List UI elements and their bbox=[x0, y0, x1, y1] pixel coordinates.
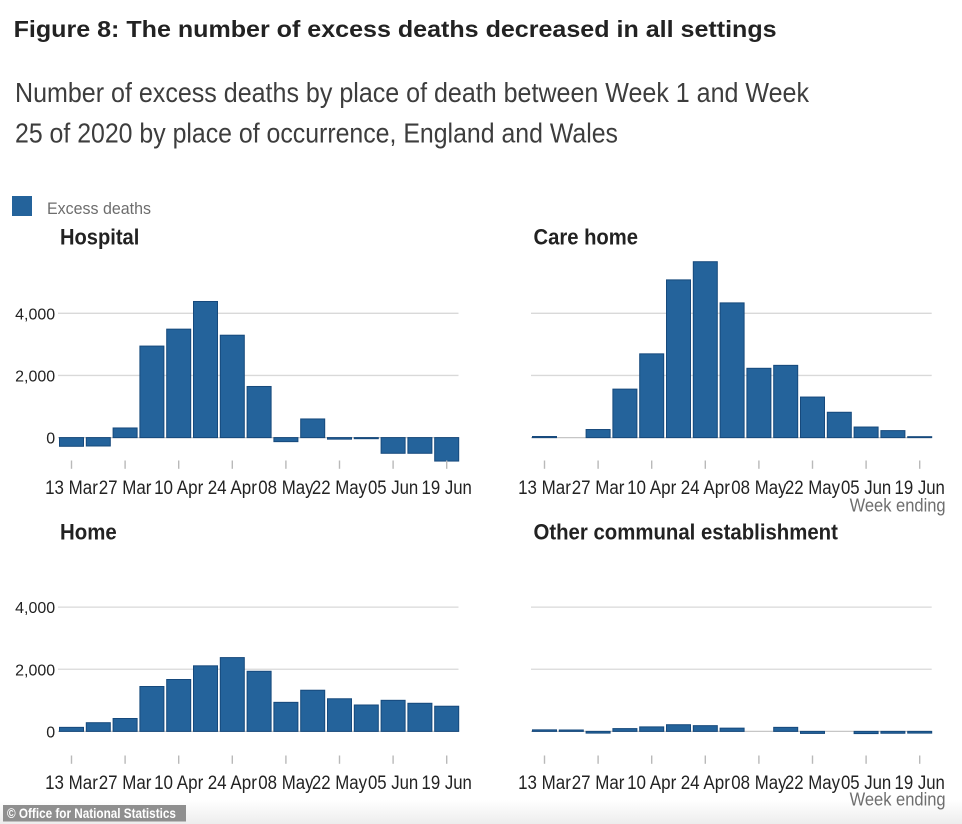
svg-text:13 Mar: 13 Mar bbox=[45, 478, 98, 499]
svg-text:10 Apr: 10 Apr bbox=[154, 773, 204, 794]
svg-text:05 Jun: 05 Jun bbox=[368, 478, 418, 499]
svg-text:0: 0 bbox=[46, 725, 55, 742]
svg-text:10 Apr: 10 Apr bbox=[154, 478, 204, 499]
svg-text:Hospital: Hospital bbox=[60, 225, 139, 250]
svg-text:13 Mar: 13 Mar bbox=[518, 478, 571, 499]
svg-text:Number of excess deaths by pla: Number of excess deaths by place of deat… bbox=[15, 77, 809, 108]
svg-text:05 Jun: 05 Jun bbox=[368, 773, 418, 794]
svg-text:08 May: 08 May bbox=[731, 478, 787, 499]
svg-text:2,000: 2,000 bbox=[15, 369, 55, 386]
svg-text:08 May: 08 May bbox=[258, 773, 314, 794]
svg-text:25 of 2020 by place of occurre: 25 of 2020 by place of occurrence, Engla… bbox=[15, 117, 618, 148]
svg-text:© Office for National Statisti: © Office for National Statistics bbox=[7, 806, 176, 821]
svg-text:27 Mar: 27 Mar bbox=[99, 478, 152, 499]
svg-text:4,000: 4,000 bbox=[15, 306, 55, 323]
svg-text:22 May: 22 May bbox=[785, 478, 841, 499]
svg-text:27 Mar: 27 Mar bbox=[572, 478, 625, 499]
svg-text:05 Jun: 05 Jun bbox=[841, 478, 891, 499]
svg-text:27 Mar: 27 Mar bbox=[572, 773, 625, 794]
svg-text:05 Jun: 05 Jun bbox=[841, 773, 891, 794]
svg-text:10 Apr: 10 Apr bbox=[627, 478, 677, 499]
svg-text:24 Apr: 24 Apr bbox=[208, 773, 258, 794]
svg-text:2,000: 2,000 bbox=[15, 662, 55, 679]
svg-text:13 Mar: 13 Mar bbox=[518, 773, 571, 794]
svg-text:22 May: 22 May bbox=[312, 773, 368, 794]
svg-text:13 Mar: 13 Mar bbox=[45, 773, 98, 794]
svg-text:08 May: 08 May bbox=[731, 773, 787, 794]
svg-text:10 Apr: 10 Apr bbox=[627, 773, 677, 794]
svg-text:4,000: 4,000 bbox=[15, 600, 55, 617]
svg-text:Excess deaths: Excess deaths bbox=[47, 199, 151, 218]
svg-text:24 Apr: 24 Apr bbox=[681, 478, 731, 499]
svg-text:22 May: 22 May bbox=[785, 773, 841, 794]
svg-text:Week ending: Week ending bbox=[850, 495, 946, 516]
svg-text:Home: Home bbox=[60, 519, 117, 544]
svg-text:19 Jun: 19 Jun bbox=[895, 478, 945, 499]
svg-text:08 May: 08 May bbox=[258, 478, 314, 499]
svg-text:0: 0 bbox=[46, 431, 55, 448]
svg-text:27 Mar: 27 Mar bbox=[99, 773, 152, 794]
svg-text:24 Apr: 24 Apr bbox=[208, 478, 258, 499]
svg-text:19 Jun: 19 Jun bbox=[422, 773, 472, 794]
svg-text:19 Jun: 19 Jun bbox=[895, 773, 945, 794]
svg-text:24 Apr: 24 Apr bbox=[681, 773, 731, 794]
svg-text:22 May: 22 May bbox=[312, 478, 368, 499]
svg-text:19 Jun: 19 Jun bbox=[422, 478, 472, 499]
svg-text:Care home: Care home bbox=[534, 225, 639, 250]
svg-text:Other communal establishment: Other communal establishment bbox=[534, 519, 839, 544]
svg-text:Figure 8: The number of excess: Figure 8: The number of excess deaths de… bbox=[14, 16, 777, 42]
svg-text:Week ending: Week ending bbox=[850, 789, 946, 810]
